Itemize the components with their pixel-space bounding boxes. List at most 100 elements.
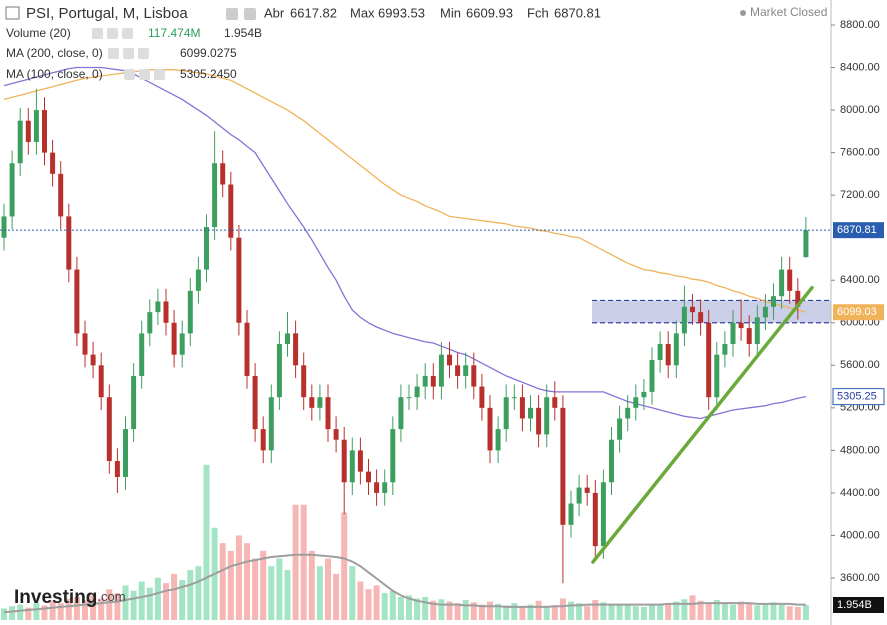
candle-body (1, 216, 7, 238)
volume-bar (608, 604, 615, 620)
candle-body (430, 375, 436, 387)
candle-body (236, 237, 242, 323)
candle-body (471, 365, 477, 387)
volume-bar (17, 604, 24, 620)
volume-bar (276, 558, 283, 620)
candle-body (447, 354, 452, 366)
candle-body (382, 482, 388, 493)
volume-bar (616, 605, 623, 620)
candle-body (560, 407, 566, 525)
candle-body (568, 503, 574, 525)
icon[interactable] (92, 28, 103, 39)
candle-body (584, 487, 590, 493)
volume-bar (754, 605, 761, 620)
candle-body (633, 397, 639, 408)
candle-body (66, 216, 72, 270)
candle-body (106, 397, 112, 462)
candle-body (592, 492, 598, 547)
volume-bar (106, 589, 113, 620)
candle-body (163, 301, 169, 323)
volume-bar (681, 599, 688, 620)
last-price-tag-box (833, 222, 884, 239)
candle-body (495, 429, 501, 451)
volume-bar (389, 590, 396, 620)
volume-bar (300, 504, 307, 620)
volume-bar (9, 606, 16, 620)
candle-body (195, 269, 201, 291)
candle-body (187, 290, 193, 334)
chart-title: PSI, Portugal, M, Lisboa (26, 5, 188, 22)
volume-bar (454, 603, 461, 620)
y-tick-label: 8000.00 (840, 104, 880, 116)
legend-volume: Volume (20) (6, 26, 71, 40)
volume-bar (33, 603, 40, 620)
candle-body (422, 375, 428, 387)
candle-body (74, 269, 80, 334)
candle-body (220, 163, 226, 185)
legend-ma200: MA (200, close, 0) (6, 46, 103, 60)
candle-body (114, 461, 120, 477)
volume-bar (365, 589, 372, 620)
icon[interactable] (123, 48, 134, 59)
candle-body (333, 429, 339, 440)
candle-body (228, 184, 234, 238)
legend-ma100: MA (100, close, 0) (6, 67, 103, 81)
volume-bar (90, 595, 97, 620)
candle-body (673, 333, 679, 366)
market-status: Market Closed (750, 5, 827, 19)
volume-bar (438, 599, 445, 620)
open-label: Abr (264, 5, 285, 20)
icon[interactable] (122, 28, 133, 39)
icon[interactable] (244, 8, 256, 20)
icon[interactable] (226, 8, 238, 20)
volume-bar (146, 587, 153, 620)
candle-body (317, 397, 323, 408)
candle-body (698, 312, 704, 323)
menu-icon[interactable] (5, 6, 20, 20)
candle-body (123, 429, 128, 477)
ma200-tag-box (833, 304, 884, 321)
candle-body (754, 317, 760, 345)
icon[interactable] (138, 48, 149, 59)
candle-body (25, 120, 31, 142)
candle-body (252, 375, 258, 430)
volume-bar (689, 595, 696, 620)
volume-bar (746, 603, 753, 620)
y-tick-label: 7200.00 (840, 189, 880, 201)
candle-body (139, 333, 145, 376)
y-tick-label: 5600.00 (840, 359, 880, 371)
ma100-tag: 5305.25 (837, 391, 877, 403)
volume-bar (576, 603, 583, 620)
volume-bar (357, 581, 364, 620)
trendline (591, 285, 814, 564)
candle-body (276, 344, 282, 398)
candle-body (17, 120, 23, 164)
candle-body (212, 163, 218, 228)
volume-bar (543, 606, 550, 620)
candle-body (438, 354, 444, 387)
candle-body (746, 328, 752, 345)
icon[interactable] (124, 69, 135, 80)
y-tick-label: 4000.00 (840, 529, 880, 541)
volume-tag: 1.954B (837, 599, 872, 611)
icon[interactable] (154, 69, 165, 80)
y-tick-label: 3600.00 (840, 572, 880, 584)
candle-body (576, 487, 582, 504)
candle-body (406, 397, 412, 399)
icons (226, 8, 256, 20)
icon[interactable] (139, 69, 150, 80)
volume-bar (624, 603, 631, 620)
volume-bar (325, 558, 331, 620)
candle-body (98, 365, 104, 398)
candle-body (641, 391, 647, 398)
icon[interactable] (107, 28, 118, 39)
candle-body (455, 365, 461, 376)
volume-bar (478, 604, 485, 620)
volume-bar (195, 566, 202, 620)
candle-body (625, 407, 631, 419)
icon[interactable] (108, 48, 119, 59)
volume-bar (470, 602, 477, 620)
low-label: Min (440, 5, 461, 20)
candle-body (58, 173, 64, 217)
volume-bar (333, 573, 340, 620)
